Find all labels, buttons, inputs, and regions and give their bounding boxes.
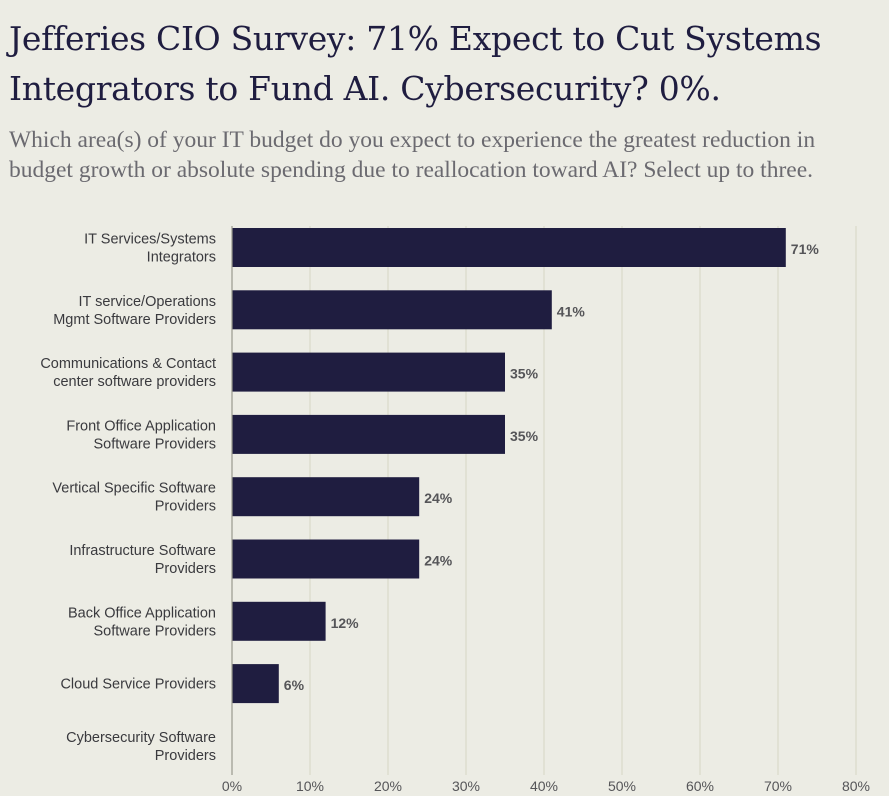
category-label: Vertical Specific Software Providers [52, 481, 216, 515]
data-label: 24% [424, 553, 453, 569]
category-label-line: Cloud Service Providers [60, 677, 216, 693]
x-tick-label: 50% [608, 778, 636, 794]
bar [232, 228, 786, 267]
chart-subtitle: Which area(s) of your IT budget do you e… [9, 127, 816, 183]
category-label-line: Cybersecurity Software [66, 730, 216, 746]
category-label: IT Services/Systems Integrators [84, 232, 216, 266]
category-label-line: Communications & Contact [40, 356, 216, 372]
category-label-line: Providers [155, 748, 216, 764]
category-label-line: center software providers [53, 374, 216, 390]
category-label: Cloud Service Providers [60, 677, 216, 693]
category-label: IT service/Operations Mgmt Software Provi… [53, 294, 216, 328]
category-label-line: Providers [155, 561, 216, 577]
category-label-line: Mgmt Software Providers [53, 312, 216, 328]
data-label: 12% [331, 615, 360, 631]
category-label: Communications & Contact center software … [40, 356, 216, 390]
category-label-line: Infrastructure Software [69, 543, 216, 559]
bar [232, 290, 552, 330]
category-label-line: IT Services/Systems [84, 232, 216, 248]
bar [232, 601, 326, 641]
data-label: 71% [791, 241, 820, 257]
data-label: 41% [557, 303, 586, 319]
category-label-line: Front Office Application [66, 418, 216, 434]
chart-title: Jefferies CIO Survey: 71% Expect to Cut … [9, 19, 822, 108]
data-label: 35% [510, 366, 539, 382]
bar [232, 664, 279, 704]
bar [232, 352, 505, 392]
category-label: Infrastructure Software Providers [69, 543, 216, 577]
category-label-line: Integrators [147, 250, 216, 266]
category-label: Front Office Application Software Provide… [66, 418, 216, 452]
x-tick-label: 10% [296, 778, 324, 794]
x-tick-label: 20% [374, 778, 402, 794]
bar [232, 539, 420, 579]
bar [232, 477, 420, 517]
category-label-line: IT service/Operations [78, 294, 216, 310]
x-tick-label: 60% [686, 778, 714, 794]
category-label-line: Providers [155, 499, 216, 515]
category-label: Back Office Application Software Provider… [68, 605, 216, 639]
category-label-line: Vertical Specific Software [52, 481, 216, 497]
x-tick-label: 80% [842, 778, 870, 794]
category-label-line: Software Providers [94, 436, 217, 452]
x-tick-label: 70% [764, 778, 792, 794]
x-tick-label: 0% [222, 778, 242, 794]
data-label: 6% [284, 677, 305, 693]
data-label: 24% [424, 490, 453, 506]
category-label: Cybersecurity Software Providers [66, 730, 216, 764]
category-label-line: Back Office Application [68, 605, 216, 621]
x-tick-label: 30% [452, 778, 480, 794]
category-label-line: Software Providers [94, 623, 217, 639]
x-tick-label: 40% [530, 778, 558, 794]
data-label: 35% [510, 428, 539, 444]
bar [232, 414, 505, 454]
